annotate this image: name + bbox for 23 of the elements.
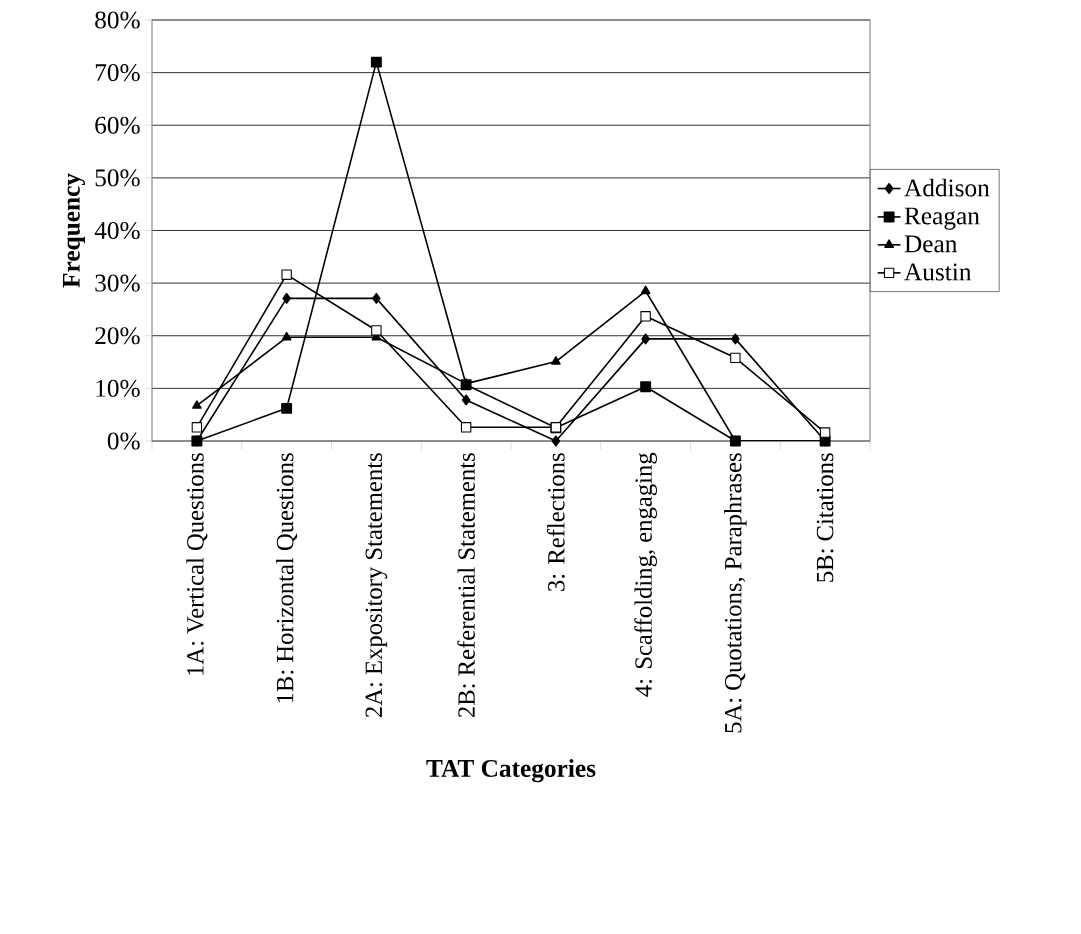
x-tick-label: 2A: Expository Statements xyxy=(365,453,388,718)
y-tick-label: 40% xyxy=(94,221,140,240)
x-tick-label: 5B: Citations xyxy=(816,453,834,582)
x-tick-label: 4: Scaffolding, engaging xyxy=(634,452,657,697)
y-axis-title: Frequency xyxy=(62,173,86,288)
x-tick-label: 2B: Referential Statements xyxy=(457,453,475,718)
x-tick-label: 3: Reflections xyxy=(547,453,565,591)
y-tick-label: 30% xyxy=(95,274,140,292)
x-tick-label: 1A: Vertical Questions xyxy=(186,453,208,675)
y-tick-label: 70% xyxy=(95,64,140,82)
x-tick-label: 1B: Horizontal Questions xyxy=(276,453,298,703)
y-tick-label: 20% xyxy=(95,327,140,345)
y-tick-label: 50% xyxy=(95,169,140,187)
y-tick-label: 60% xyxy=(95,116,140,134)
y-tick-label: 10% xyxy=(96,379,140,397)
legend-label: Reagan xyxy=(904,207,980,230)
y-tick-label: 0% xyxy=(107,432,140,450)
y-tick-label: 80% xyxy=(95,11,140,29)
legend-label: Dean xyxy=(904,235,958,253)
legend-label: Addison xyxy=(904,178,990,197)
x-axis-title: TAT Categories xyxy=(426,759,596,783)
legend-label: Austin xyxy=(904,263,972,281)
x-tick-label: 5A: Quotations, Paraphrases xyxy=(724,453,747,733)
